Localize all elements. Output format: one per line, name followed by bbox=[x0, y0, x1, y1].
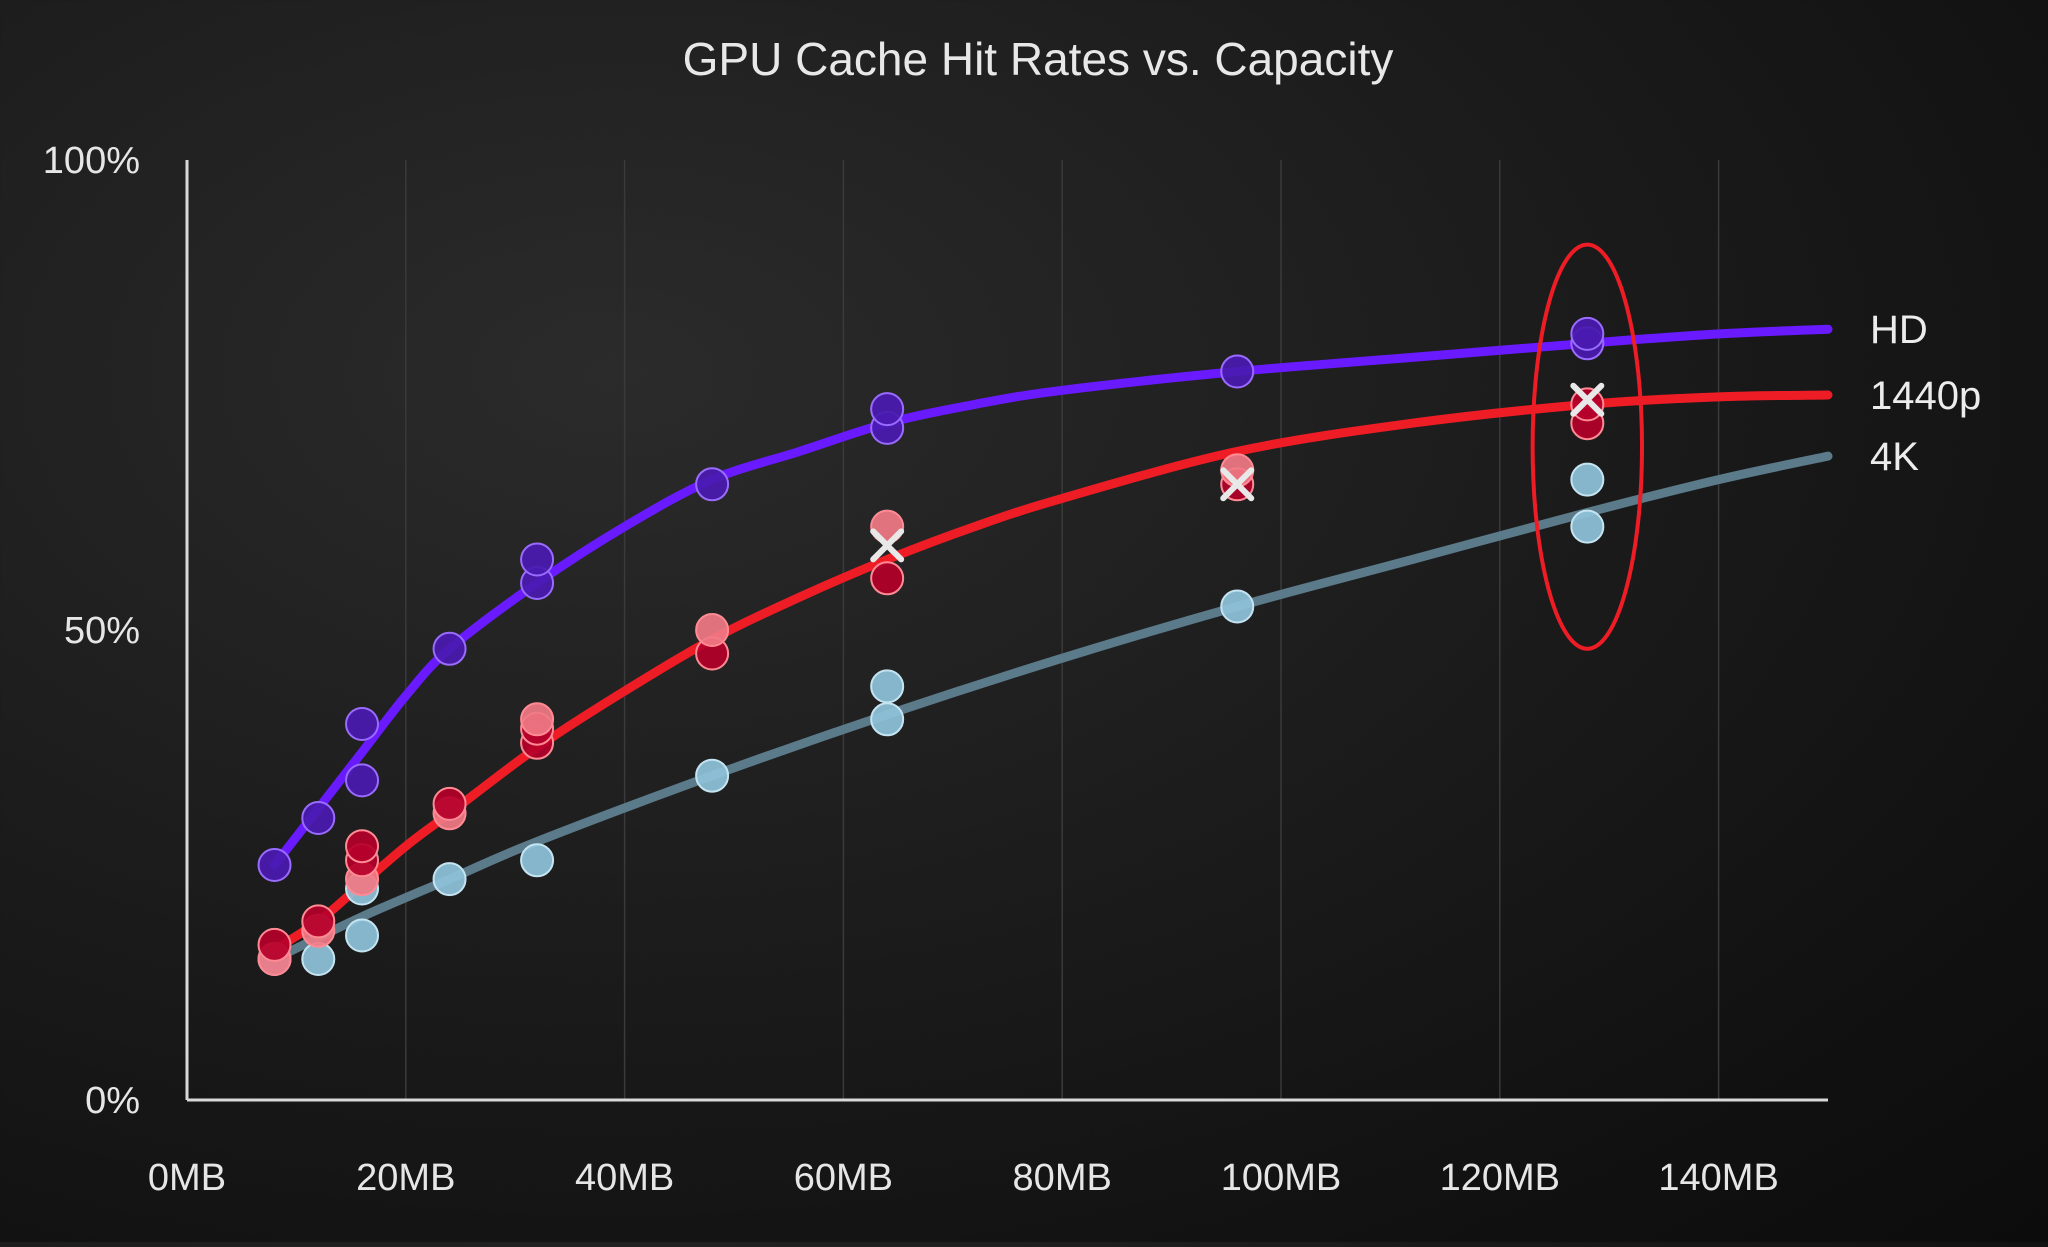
data-point-hd-0 bbox=[257, 848, 292, 882]
x-tick-label: 20MB bbox=[356, 1157, 455, 1199]
data-point-4k-7 bbox=[870, 702, 905, 737]
data-point-hd-10 bbox=[1220, 354, 1255, 389]
x-tick-label: 120MB bbox=[1440, 1157, 1560, 1199]
data-point-hd-7 bbox=[695, 467, 730, 502]
trend-line-hd bbox=[270, 324, 1833, 870]
data-point-hd-9 bbox=[870, 392, 905, 427]
data-point-4k-6 bbox=[695, 758, 730, 793]
data-point-4k-5 bbox=[520, 843, 555, 878]
legend-label-1440p: 1440p bbox=[1870, 374, 1981, 418]
data-point-1440p-8 bbox=[432, 786, 467, 821]
highlight-ellipse-0 bbox=[1530, 242, 1645, 651]
data-point-4k-2 bbox=[345, 918, 380, 953]
data-point-1440p-1 bbox=[257, 927, 292, 962]
chart-title: GPU Cache Hit Rates vs. Capacity bbox=[683, 33, 1394, 85]
x-tick-label: 40MB bbox=[575, 1157, 674, 1199]
cross-stroke bbox=[870, 528, 905, 563]
legend: HD 1440p 4K bbox=[1870, 308, 1981, 479]
y-tick-label: 100% bbox=[43, 140, 140, 182]
annotations bbox=[1530, 242, 1645, 651]
x-tick-label: 100MB bbox=[1221, 1157, 1341, 1199]
data-point-4k-8 bbox=[870, 669, 905, 704]
data-point-hd-2 bbox=[345, 763, 380, 798]
legend-label-4k: 4K bbox=[1870, 435, 1919, 479]
data-point-4k-10 bbox=[1570, 509, 1605, 544]
gridlines bbox=[405, 160, 1720, 1100]
data-point-4k-11 bbox=[1570, 462, 1605, 497]
cross-marker-2 bbox=[1570, 382, 1605, 417]
data-point-hd-6 bbox=[520, 542, 555, 577]
trend-line-1440p bbox=[270, 390, 1833, 955]
cross-marker-1 bbox=[1220, 467, 1255, 502]
data-points bbox=[257, 316, 1605, 976]
tick-labels: 0MB 20MB 40MB 60MB 80MB 100MB 120MB 140MB 0% 50% 1… bbox=[43, 140, 1779, 1199]
x-tick-label: 80MB bbox=[1013, 1157, 1112, 1199]
data-point-1440p-19 bbox=[1570, 387, 1605, 422]
x-tick-label: 60MB bbox=[794, 1157, 893, 1199]
x-tick-label: 0MB bbox=[148, 1157, 226, 1199]
data-point-1440p-11 bbox=[520, 702, 555, 737]
data-point-1440p-3 bbox=[301, 904, 336, 939]
data-point-hd-4 bbox=[432, 631, 467, 666]
data-point-hd-12 bbox=[1570, 316, 1605, 351]
y-tick-label: 50% bbox=[64, 610, 140, 652]
axes bbox=[185, 160, 1828, 1102]
data-point-hd-3 bbox=[345, 707, 380, 741]
x-tick-label: 140MB bbox=[1658, 1157, 1778, 1199]
data-point-4k-9 bbox=[1220, 589, 1255, 624]
cross-stroke bbox=[1570, 382, 1605, 417]
data-point-1440p-13 bbox=[695, 613, 730, 647]
data-point-1440p-6 bbox=[345, 829, 380, 864]
data-point-4k-4 bbox=[432, 862, 467, 897]
cross-marker-0 bbox=[870, 528, 905, 563]
y-tick-label: 0% bbox=[85, 1080, 140, 1122]
data-point-hd-1 bbox=[301, 801, 336, 835]
legend-label-hd: HD bbox=[1870, 308, 1928, 352]
cross-stroke bbox=[1220, 467, 1255, 502]
data-point-1440p-14 bbox=[870, 561, 905, 596]
